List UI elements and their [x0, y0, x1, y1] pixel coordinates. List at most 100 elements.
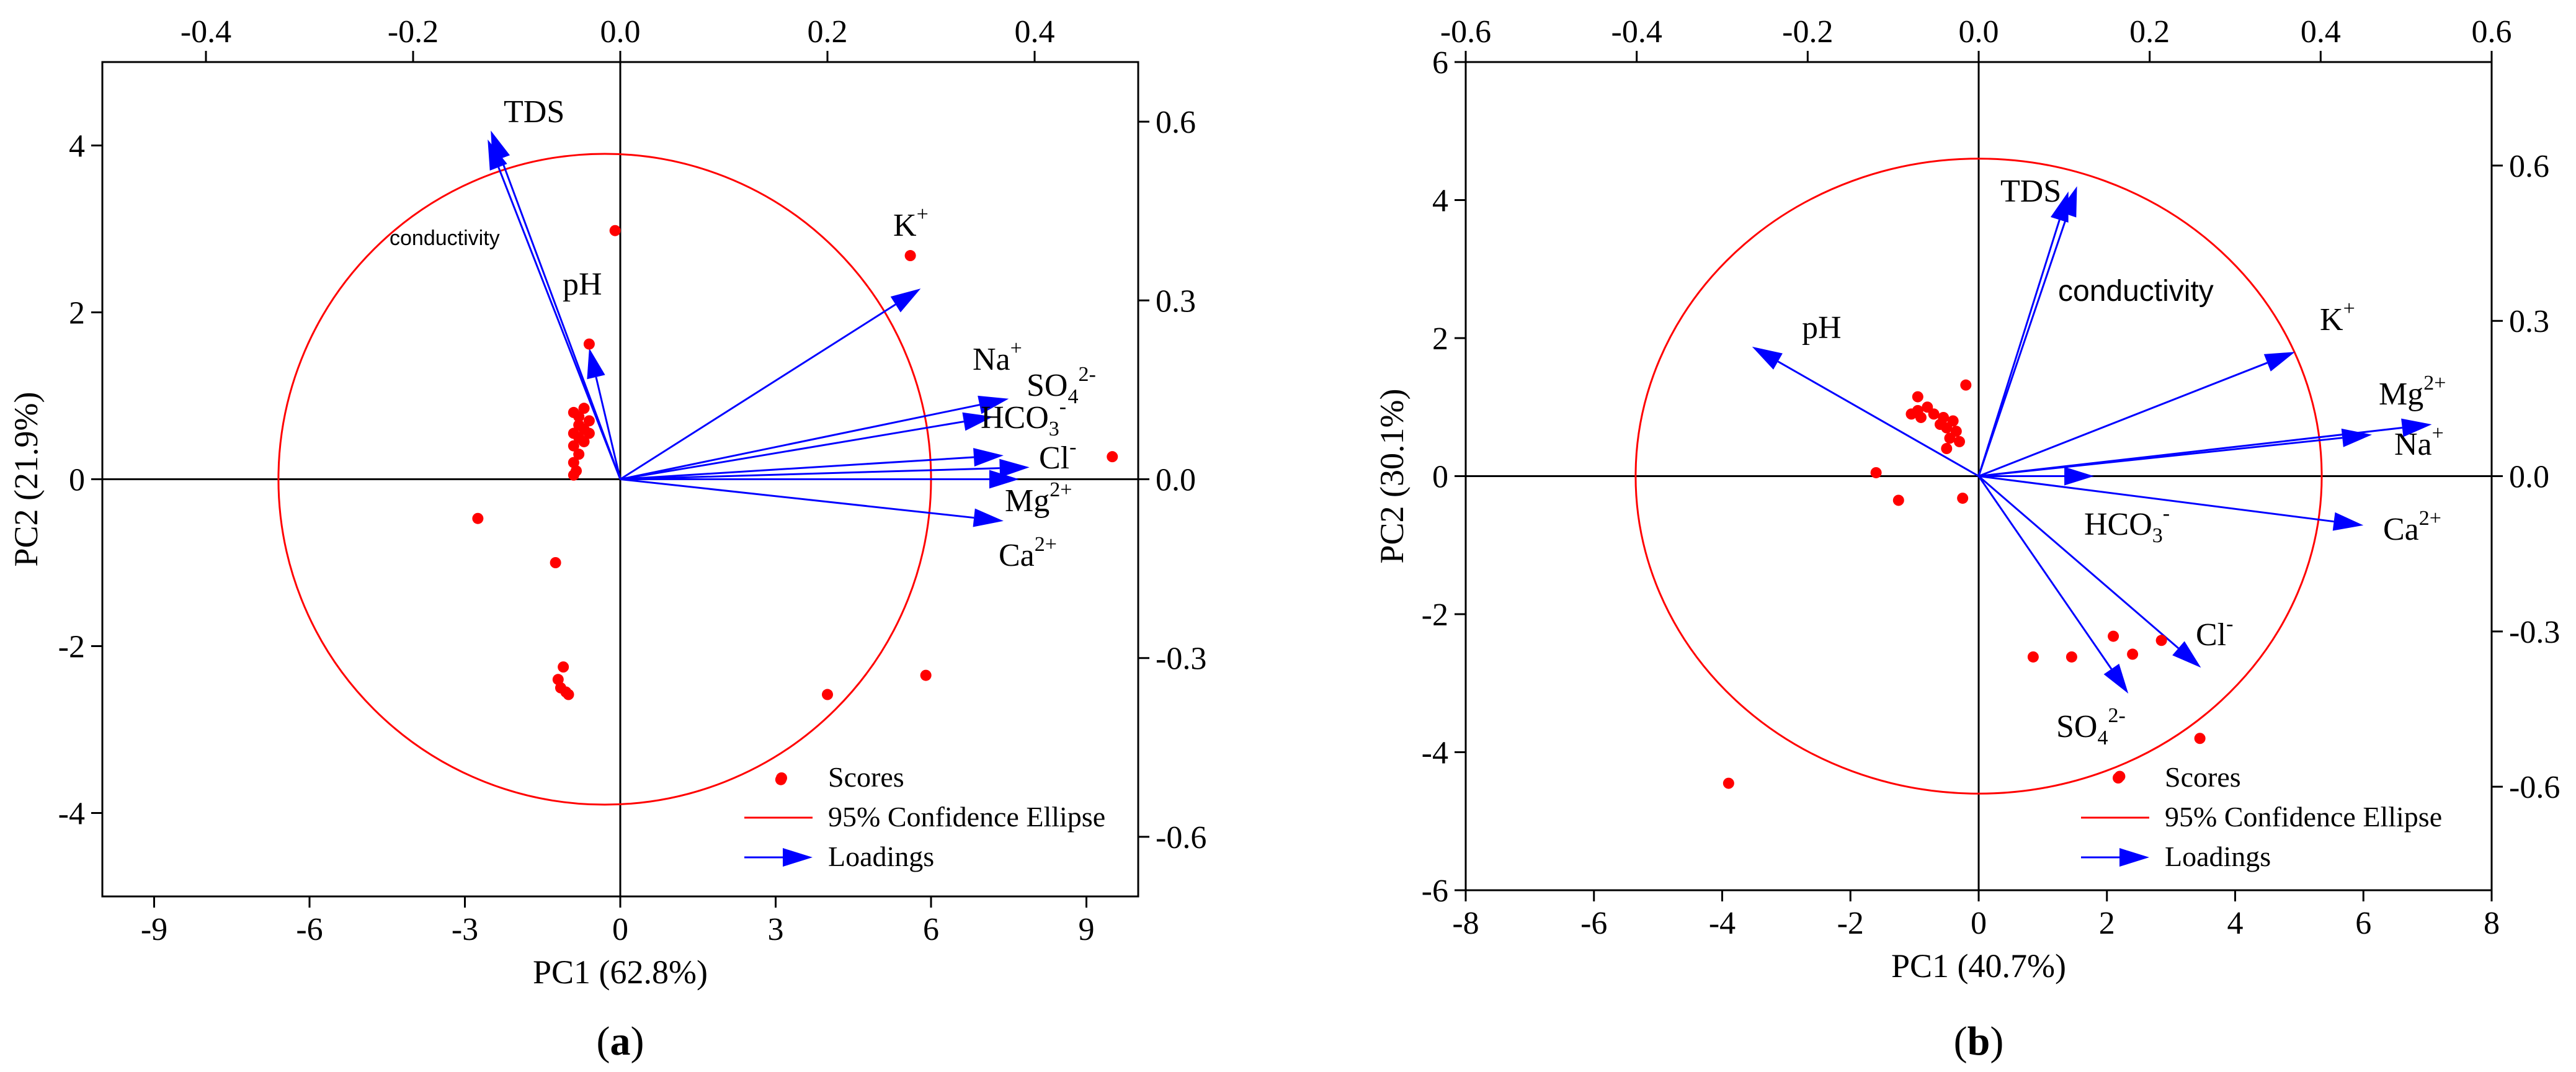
loading-so42-head	[2103, 663, 2129, 694]
right-tick-label: 0.6	[1156, 105, 1196, 140]
score-point	[578, 403, 590, 414]
loading-conductivity-shaft	[1977, 219, 2061, 476]
x-tick-label: 8	[2484, 906, 2500, 941]
score-point	[573, 411, 585, 422]
vector-label-na_base: Na+	[973, 337, 1022, 377]
loading-tds-shaft	[500, 158, 622, 480]
score-point	[920, 669, 932, 681]
y-axis-title: PC2 (21.9%)	[7, 392, 45, 567]
top-tick-label: 0.4	[2301, 14, 2341, 50]
x-tick-label: 4	[2227, 906, 2244, 941]
loading-cl-shaft	[620, 467, 1000, 480]
loading-na-head	[2341, 428, 2373, 447]
score-point	[1941, 422, 1953, 434]
score-point	[550, 557, 561, 568]
right-tick-label: -0.3	[1156, 641, 1206, 677]
loading-cl-head	[2172, 641, 2201, 668]
loading-hco3-head	[973, 448, 1004, 467]
top-tick-label: -0.4	[1611, 14, 1662, 50]
legend-loadings: Loadings	[2165, 841, 2271, 872]
top-tick-label: 0.2	[808, 14, 848, 50]
score-point	[2155, 635, 2167, 646]
score-point	[1957, 493, 1969, 504]
right-tick-label: -0.6	[2509, 770, 2560, 805]
score-point	[573, 449, 585, 460]
score-point	[568, 440, 579, 452]
vector-label-ph: pH	[1802, 310, 1842, 346]
vector-label-cl_base: Cl-	[1039, 436, 1076, 476]
legend-ellipse: 95% Confidence Ellipse	[828, 801, 1105, 833]
loading-hco3-shaft	[620, 456, 974, 480]
x-axis-title: PC1 (40.7%)	[1891, 947, 2066, 985]
score-point	[1107, 451, 1118, 463]
score-point	[1928, 408, 1940, 420]
top-tick-label: -0.2	[388, 14, 439, 50]
score-point	[1723, 777, 1734, 789]
score-point	[472, 512, 484, 524]
legend-ellipse: 95% Confidence Ellipse	[2165, 801, 2442, 833]
vector-label-so_base: SO42-	[2056, 704, 2126, 749]
loading-na-shaft	[1978, 437, 2343, 477]
legend-loadings-arrow-head	[2119, 848, 2149, 867]
panel-label: (a)	[597, 1019, 644, 1064]
top-tick-label: -0.6	[1440, 14, 1491, 50]
loading-ph-head	[1752, 346, 1783, 370]
y-tick-label: 4	[69, 129, 85, 164]
right-tick-label: 0.0	[1156, 463, 1196, 498]
score-point	[583, 415, 595, 427]
loading-so42-shaft	[620, 421, 965, 480]
score-point	[1912, 391, 1923, 403]
vector-label-hco_base: HCO3-	[2084, 502, 2170, 547]
loading-na-head	[978, 395, 1009, 414]
loading-ca2-head	[2332, 512, 2364, 531]
x-tick-label: -3	[452, 912, 478, 947]
score-point	[1960, 379, 1972, 391]
loading-ca2-head	[973, 508, 1004, 527]
y-axis-title: PC2 (30.1%)	[1373, 389, 1411, 564]
right-tick-label: -0.6	[1156, 820, 1206, 855]
score-point	[822, 689, 833, 700]
legend-loadings: Loadings	[828, 841, 934, 872]
legend-scores-marker	[2113, 772, 2124, 784]
score-point	[563, 689, 574, 700]
vector-label-ph: pH	[563, 267, 602, 302]
loading-tds-shaft	[1977, 214, 2069, 476]
x-tick-label: -4	[1709, 906, 1736, 941]
loading-ca2-shaft	[620, 478, 974, 519]
legend-loadings-arrow-head	[783, 848, 813, 867]
top-tick-label: 0.2	[2129, 14, 2170, 50]
y-tick-label: -2	[58, 630, 85, 665]
vector-label-ca_base: Ca2+	[999, 533, 1057, 573]
score-point	[583, 338, 595, 350]
vector-label-tds: TDS	[504, 94, 564, 130]
vector-label-k_base: K+	[893, 203, 929, 243]
score-point	[2108, 630, 2119, 642]
right-tick-label: 0.3	[2509, 304, 2549, 339]
loading-conductivity-head	[488, 139, 507, 171]
y-tick-label: 0	[69, 463, 85, 498]
score-point	[2027, 651, 2039, 663]
legend-scores-marker	[776, 772, 787, 784]
x-tick-label: 6	[2355, 906, 2371, 941]
score-point	[1915, 411, 1927, 423]
y-tick-label: 4	[1432, 184, 1448, 219]
top-tick-label: 0.0	[600, 14, 641, 50]
score-point	[1953, 436, 1965, 447]
vector-label-cl_base: Cl-	[2196, 612, 2233, 653]
score-point	[1892, 494, 1904, 506]
y-tick-label: 6	[1432, 45, 1448, 81]
y-tick-label: -6	[1422, 873, 1448, 909]
vector-label-na_base: Na+	[2394, 422, 2444, 462]
loading-so42-shaft	[1977, 475, 2113, 670]
vector-label-ca_base: Ca2+	[2383, 507, 2441, 547]
score-point	[2194, 733, 2206, 744]
top-tick-label: 0.6	[2472, 14, 2512, 50]
loading-mg2-head	[989, 470, 1019, 489]
score-point	[609, 225, 621, 236]
x-tick-label: -8	[1452, 906, 1479, 941]
vector-label-tds: TDS	[2000, 174, 2061, 209]
x-tick-label: 2	[2099, 906, 2115, 941]
x-tick-label: -6	[296, 912, 323, 947]
loading-conductivity-head	[2050, 191, 2069, 223]
